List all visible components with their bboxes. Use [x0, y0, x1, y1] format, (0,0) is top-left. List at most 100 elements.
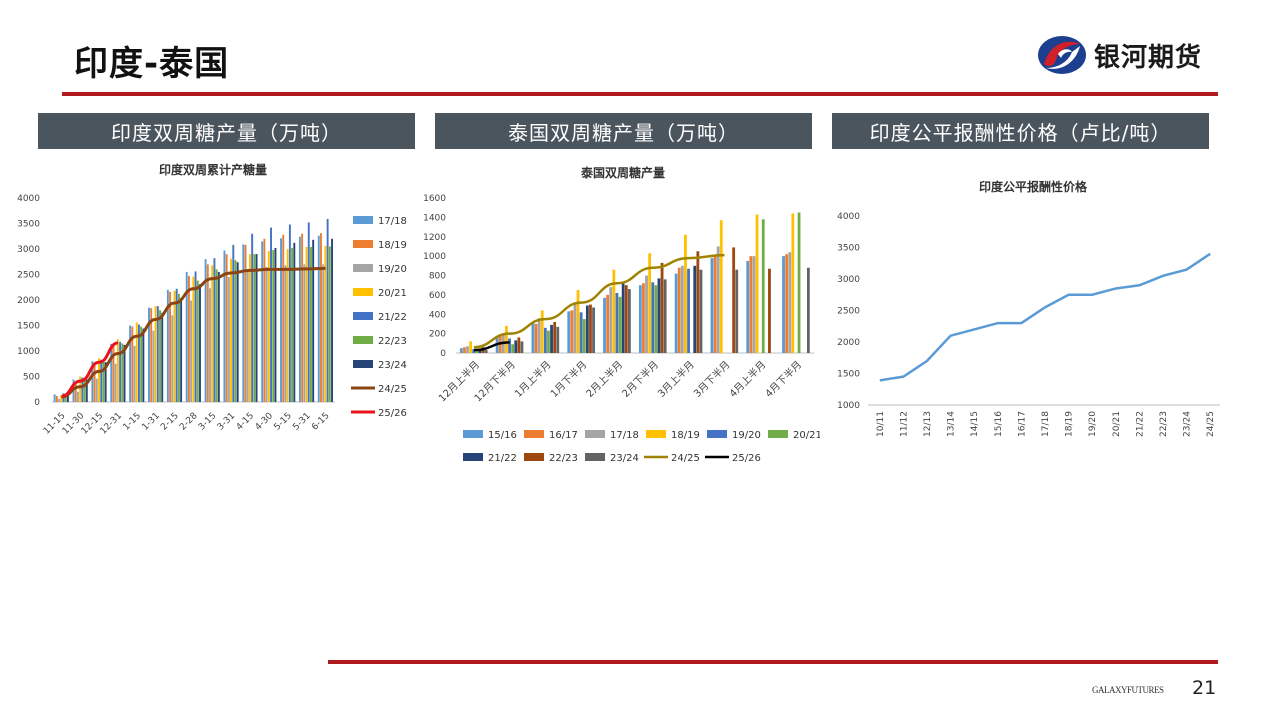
y-tick-label: 2000: [17, 296, 40, 306]
india-cumulative-sugar-chart: 印度双周累计产糖量 0 500 1000 1500 2000 2500 3000 3500 400…: [17, 162, 407, 437]
bar: [263, 238, 266, 402]
bar: [716, 246, 720, 353]
bar: [699, 269, 703, 353]
bar: [267, 251, 270, 402]
bar: [606, 294, 610, 353]
y-tick-label: 500: [23, 373, 40, 383]
legend-swatch: [353, 360, 373, 368]
legend-label: 15/16: [488, 430, 517, 441]
company-logo: 银河期货: [1036, 34, 1202, 76]
x-tick-label: 24/25: [1206, 411, 1216, 437]
bar: [234, 260, 237, 402]
bar: [150, 308, 153, 402]
bar: [187, 276, 190, 402]
bar: [58, 398, 61, 402]
bar: [534, 323, 538, 353]
logo-text: 银河期货: [1094, 42, 1203, 73]
x-tick-label: 16/17: [1017, 411, 1027, 437]
x-tick-label: 3-31: [216, 411, 238, 433]
bar: [83, 378, 86, 402]
bar: [651, 282, 655, 353]
y-tick-label: 4000: [837, 212, 860, 222]
bar: [242, 244, 245, 402]
thailand-sugar-chart: 泰国双周糖产量0200400600800100012001400160012月上…: [423, 165, 820, 464]
bar: [114, 363, 117, 402]
bar: [567, 311, 571, 353]
bar: [684, 234, 687, 353]
bar: [505, 325, 508, 353]
footer-divider: [328, 660, 1218, 664]
bar: [55, 395, 58, 402]
legend-swatch: [353, 312, 373, 320]
bar: [244, 244, 247, 402]
legend-label: 19/20: [378, 264, 407, 275]
y-tick-label: 1000: [17, 347, 40, 357]
x-tick-label: 20/21: [1112, 411, 1122, 437]
bar: [674, 273, 678, 353]
x-tick-label: 2月下半月: [619, 358, 661, 400]
y-tick-label: 1500: [837, 370, 860, 380]
bar: [248, 254, 251, 402]
bar: [589, 304, 592, 353]
bar: [735, 269, 739, 353]
bar: [749, 256, 753, 353]
bar: [301, 233, 304, 402]
x-tick-label: 12-31: [99, 411, 125, 437]
bar: [223, 250, 226, 402]
bar: [761, 219, 765, 353]
x-tick-label: 6-15: [310, 411, 332, 433]
bar: [570, 310, 574, 353]
bar: [475, 351, 479, 353]
bar: [232, 244, 235, 402]
x-tick-label: 18/19: [1065, 411, 1075, 437]
legend-swatch: [463, 453, 483, 461]
bar: [514, 340, 518, 353]
bar: [520, 341, 524, 353]
bar: [152, 330, 155, 402]
bar: [171, 315, 174, 402]
legend-swatch: [768, 430, 788, 438]
bar: [154, 306, 157, 402]
x-tick-label: 13/14: [947, 411, 957, 437]
x-tick-label: 4月下半月: [762, 358, 804, 400]
legend-label: 25/26: [732, 453, 761, 464]
y-tick-label: 1200: [423, 233, 446, 243]
bar: [206, 264, 209, 402]
bar: [791, 213, 795, 353]
bar: [76, 391, 79, 402]
bar: [246, 269, 249, 402]
x-tick-label: 2月上半月: [583, 358, 625, 400]
legend-swatch: [585, 453, 605, 461]
y-tick-label: 2000: [837, 338, 860, 348]
x-tick-label: 11/12: [899, 411, 909, 437]
bar: [573, 302, 577, 353]
chart-title: 泰国双周糖产量: [580, 165, 665, 180]
x-tick-label: 4-15: [235, 411, 257, 433]
legend-label: 20/21: [378, 288, 407, 299]
x-tick-label: 4-30: [254, 411, 276, 433]
bar: [553, 322, 557, 353]
bar: [305, 246, 308, 402]
bar: [236, 262, 239, 402]
bar: [660, 262, 664, 353]
bar: [624, 285, 628, 353]
bar: [156, 306, 159, 402]
bar: [173, 290, 176, 402]
x-tick-label: 10/11: [876, 411, 886, 437]
x-tick-label: 21/22: [1135, 411, 1145, 437]
x-tick-label: 19/20: [1088, 411, 1098, 437]
bar: [324, 245, 327, 402]
x-tick-label: 1-31: [140, 411, 162, 433]
bar: [104, 362, 107, 402]
bar: [618, 296, 622, 353]
bar: [517, 337, 521, 353]
x-tick-label: 14/15: [970, 411, 980, 437]
legend-label: 24/25: [378, 384, 407, 395]
series-line: [61, 266, 326, 399]
chart-title: 印度双周累计产糖量: [159, 162, 267, 177]
legend-label: 21/22: [488, 453, 517, 464]
bar: [177, 293, 180, 402]
bar: [270, 227, 272, 402]
bar: [209, 288, 211, 402]
legend-swatch: [353, 336, 373, 344]
